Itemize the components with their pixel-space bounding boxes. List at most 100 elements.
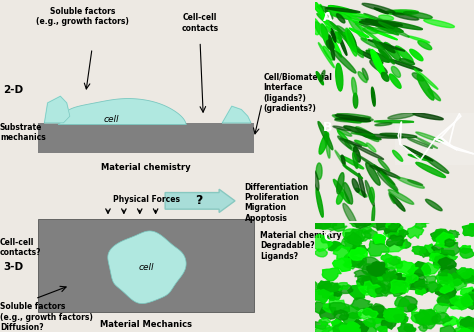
Polygon shape	[333, 179, 350, 204]
Polygon shape	[312, 302, 331, 314]
Polygon shape	[333, 126, 351, 131]
Polygon shape	[463, 269, 474, 282]
Polygon shape	[386, 220, 399, 229]
Polygon shape	[422, 309, 441, 323]
Polygon shape	[361, 19, 391, 24]
Polygon shape	[323, 46, 333, 60]
Polygon shape	[389, 273, 407, 286]
Polygon shape	[323, 298, 347, 313]
Polygon shape	[416, 162, 446, 178]
Text: Physical Forces: Physical Forces	[113, 195, 180, 204]
Polygon shape	[424, 19, 455, 28]
Polygon shape	[415, 221, 426, 229]
Polygon shape	[392, 66, 401, 77]
Polygon shape	[418, 325, 427, 331]
Polygon shape	[413, 113, 443, 120]
Polygon shape	[344, 252, 366, 266]
Text: B: B	[323, 121, 333, 134]
Polygon shape	[378, 159, 390, 171]
Polygon shape	[306, 282, 319, 292]
Polygon shape	[403, 12, 432, 19]
Polygon shape	[335, 150, 347, 169]
Polygon shape	[387, 239, 405, 252]
Polygon shape	[337, 136, 352, 149]
Polygon shape	[344, 183, 353, 204]
Polygon shape	[469, 220, 474, 230]
Polygon shape	[372, 311, 392, 323]
Polygon shape	[340, 138, 362, 146]
Polygon shape	[392, 13, 419, 20]
Polygon shape	[379, 43, 395, 52]
Polygon shape	[431, 251, 441, 259]
Polygon shape	[317, 285, 333, 298]
Polygon shape	[389, 74, 401, 88]
Polygon shape	[343, 165, 363, 179]
Text: 3-D: 3-D	[3, 262, 23, 272]
Polygon shape	[381, 253, 393, 262]
Text: Cell-cell
contacts?: Cell-cell contacts?	[0, 238, 42, 257]
Polygon shape	[460, 294, 474, 304]
Polygon shape	[365, 181, 374, 206]
Polygon shape	[448, 230, 459, 237]
Polygon shape	[397, 239, 411, 248]
Polygon shape	[392, 150, 403, 161]
Polygon shape	[331, 29, 336, 42]
Text: 2-D: 2-D	[3, 85, 23, 95]
Polygon shape	[348, 18, 366, 41]
Polygon shape	[390, 195, 405, 211]
Polygon shape	[439, 273, 451, 281]
FancyArrow shape	[165, 189, 235, 212]
Polygon shape	[359, 308, 378, 320]
Polygon shape	[458, 328, 473, 332]
Polygon shape	[373, 40, 394, 64]
Polygon shape	[414, 309, 438, 324]
Polygon shape	[351, 133, 375, 136]
Polygon shape	[352, 77, 356, 96]
Polygon shape	[383, 308, 403, 321]
Polygon shape	[367, 268, 383, 278]
Polygon shape	[404, 326, 416, 332]
Polygon shape	[349, 28, 369, 38]
Polygon shape	[408, 138, 433, 148]
Polygon shape	[364, 14, 385, 22]
Polygon shape	[347, 30, 356, 47]
Polygon shape	[372, 268, 385, 278]
Polygon shape	[417, 74, 434, 100]
Polygon shape	[354, 147, 360, 162]
Polygon shape	[336, 63, 343, 91]
Polygon shape	[426, 199, 442, 211]
Polygon shape	[456, 317, 474, 328]
Polygon shape	[364, 230, 378, 239]
Polygon shape	[356, 275, 379, 290]
Polygon shape	[407, 226, 424, 238]
Polygon shape	[421, 263, 438, 276]
Polygon shape	[315, 249, 328, 257]
Text: cell: cell	[138, 263, 154, 272]
Polygon shape	[369, 304, 387, 316]
Polygon shape	[356, 188, 367, 197]
Polygon shape	[330, 22, 349, 40]
Polygon shape	[399, 230, 409, 236]
Polygon shape	[423, 155, 449, 173]
Polygon shape	[329, 302, 349, 315]
Polygon shape	[333, 322, 352, 332]
Polygon shape	[375, 271, 390, 281]
Polygon shape	[430, 231, 447, 240]
Bar	[38, 123, 254, 153]
Polygon shape	[426, 276, 436, 283]
Polygon shape	[346, 28, 357, 56]
Polygon shape	[335, 118, 374, 122]
Polygon shape	[432, 229, 453, 243]
Polygon shape	[349, 42, 364, 57]
Polygon shape	[385, 10, 419, 15]
Polygon shape	[310, 0, 325, 17]
Polygon shape	[363, 134, 403, 138]
Polygon shape	[362, 272, 384, 286]
Polygon shape	[333, 258, 352, 272]
Polygon shape	[342, 12, 370, 17]
Polygon shape	[392, 285, 407, 294]
Polygon shape	[377, 326, 387, 332]
Polygon shape	[321, 236, 331, 243]
Polygon shape	[365, 136, 381, 139]
Polygon shape	[437, 250, 457, 264]
